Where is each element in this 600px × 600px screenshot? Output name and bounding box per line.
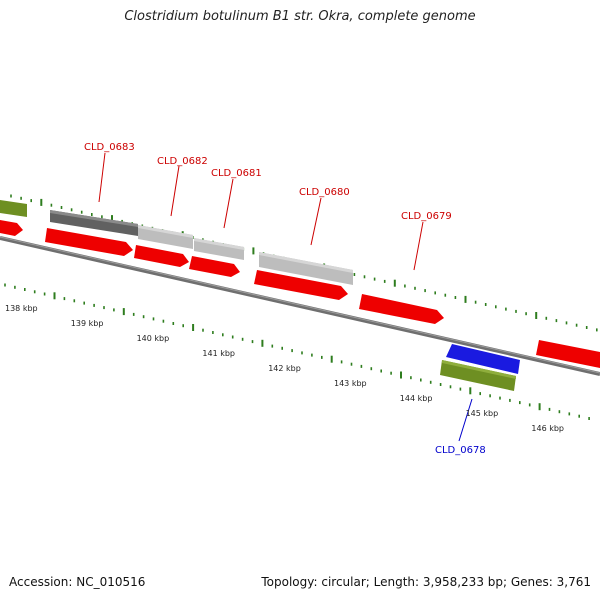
gene-CLD_0680-shine (259, 252, 353, 273)
gene-CLD_0682-shine (138, 225, 193, 238)
scale-label-141kbp: 141 kbp (202, 349, 235, 358)
scale-labels: 138 kbp 139 kbp 140 kbp 141 kbp 142 kbp 143 k… (5, 304, 564, 433)
leader-CLD_0680 (310, 197, 322, 246)
scale-label-146kbp: 146 kbp (531, 424, 564, 433)
label-CLD_0678: CLD_0678 (435, 445, 486, 456)
scale-label-138kbp: 138 kbp (5, 304, 38, 313)
gene-CLD_0681[interactable] (194, 238, 244, 260)
label-CLD_0683: CLD_0683 (84, 142, 135, 153)
gene-CLD_0681-shine (194, 238, 244, 250)
label-CLD_0680: CLD_0680 (299, 187, 350, 198)
scale-label-145kbp: 145 kbp (466, 409, 499, 418)
cds-arrow-right[interactable] (536, 340, 600, 368)
gene-CLD_0682[interactable] (138, 225, 193, 249)
label-CLD_0681: CLD_0681 (211, 168, 262, 179)
gene-CLD_0678[interactable] (440, 360, 516, 391)
leader-CLD_0678 (458, 398, 473, 442)
scale-label-144kbp: 144 kbp (400, 394, 433, 403)
cds-arrow-CLD_0679[interactable] (359, 294, 444, 324)
scale-label-139kbp: 139 kbp (71, 319, 104, 328)
scale-label-143kbp: 143 kbp (334, 379, 367, 388)
map-title: Clostridium botulinum B1 str. Okra, comp… (124, 9, 476, 24)
gene-green-left[interactable] (0, 200, 27, 217)
inner-tick-ring (4, 283, 590, 420)
cds-arrow-CLD_0681[interactable] (189, 256, 240, 277)
gene-CLD_0683-shine (50, 210, 138, 227)
accession-text: Accession: NC_010516 (9, 575, 146, 589)
gene-CLD_0678-shine (442, 360, 516, 379)
cds-arrow-CLD_0683[interactable] (45, 228, 133, 256)
genome-backbone-highlight (0, 236, 600, 374)
leader-CLD_0679 (413, 221, 424, 271)
scale-label-140kbp: 140 kbp (137, 334, 170, 343)
cds-arrow-CLD_0682[interactable] (134, 245, 189, 267)
cds-arrow-CLD_0678[interactable] (446, 344, 520, 374)
label-CLD_0679: CLD_0679 (401, 211, 452, 222)
genome-backbone (0, 236, 600, 376)
leader-CLD_0683 (98, 152, 106, 203)
leader-CLD_0681 (223, 178, 234, 229)
leader-CLD_0682 (170, 165, 180, 217)
cds-arrow-left[interactable] (0, 220, 23, 236)
gene-CLD_0680[interactable] (259, 252, 353, 285)
label-CLD_0682: CLD_0682 (157, 156, 208, 167)
scale-label-142kbp: 142 kbp (268, 364, 301, 373)
genome-summary-text: Topology: circular; Length: 3,958,233 bp… (261, 575, 591, 589)
cds-arrow-CLD_0680[interactable] (254, 270, 348, 300)
